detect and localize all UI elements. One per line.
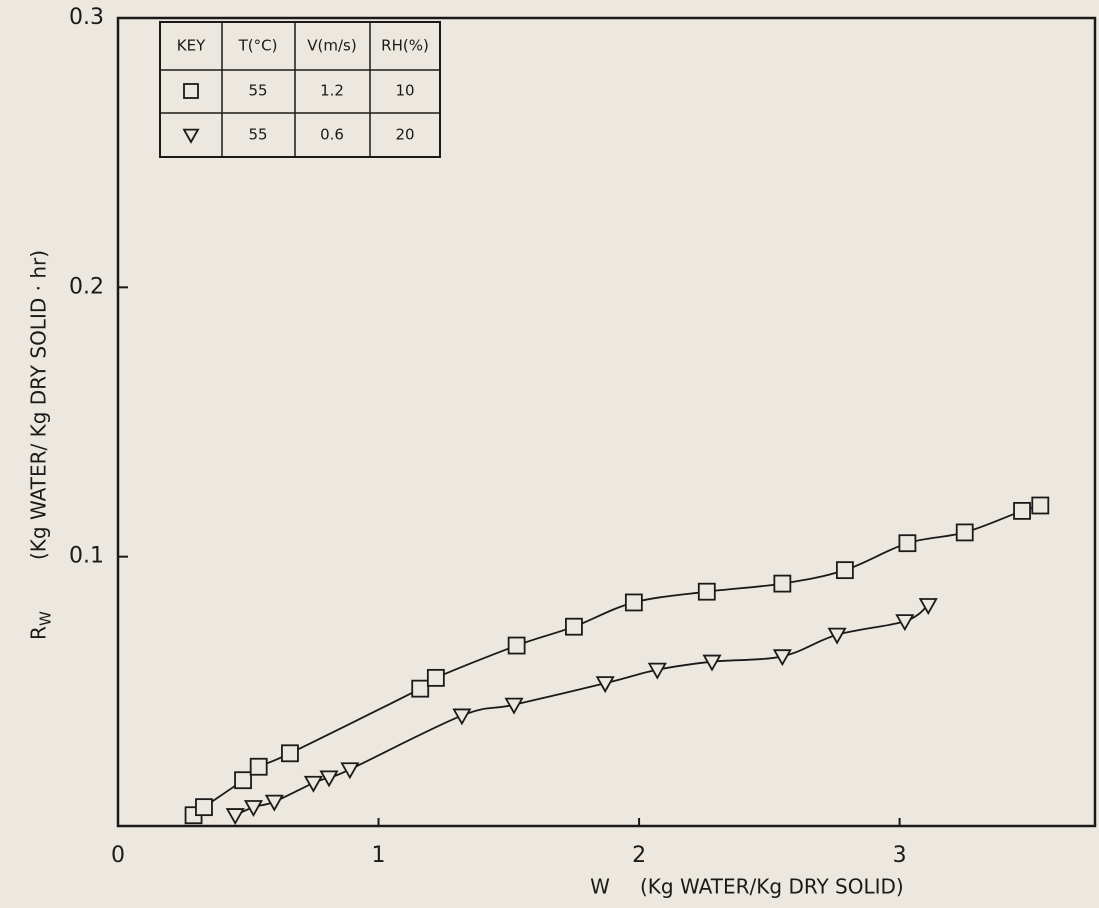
x-axis-label: (Kg WATER/Kg DRY SOLID) bbox=[640, 875, 904, 899]
x-axis-symbol: W bbox=[590, 875, 610, 899]
legend-cell: 55 bbox=[248, 82, 267, 100]
legend-header: RH(%) bbox=[381, 37, 429, 55]
legend-cell: 10 bbox=[395, 82, 414, 100]
y-axis-symbol: R bbox=[27, 626, 51, 640]
marker-square bbox=[282, 745, 298, 761]
legend-cell: 0.6 bbox=[320, 126, 344, 144]
y-tick-label: 0.3 bbox=[69, 5, 104, 30]
marker-square bbox=[428, 670, 444, 686]
marker-square bbox=[184, 84, 198, 98]
legend-cell: 20 bbox=[395, 126, 414, 144]
marker-square bbox=[957, 524, 973, 540]
marker-square bbox=[235, 772, 251, 788]
y-tick-label: 0.1 bbox=[69, 544, 104, 569]
marker-square bbox=[412, 681, 428, 697]
x-tick-label: 2 bbox=[632, 843, 646, 868]
y-axis-symbol-sub: W bbox=[37, 611, 55, 626]
legend-cell: 1.2 bbox=[320, 82, 344, 100]
legend-table: KEY T(°C) V(m/s) RH(%) 55 1.2 10 55 0.6 20 bbox=[160, 22, 440, 157]
x-tick-label: 1 bbox=[372, 843, 386, 868]
marker-square bbox=[509, 638, 525, 654]
marker-square bbox=[1032, 497, 1048, 513]
legend-header: V(m/s) bbox=[307, 37, 356, 55]
marker-square bbox=[774, 576, 790, 592]
marker-square bbox=[699, 584, 715, 600]
x-tick-label: 3 bbox=[893, 843, 907, 868]
marker-square bbox=[899, 535, 915, 551]
y-tick-label: 0.2 bbox=[69, 274, 104, 299]
marker-square bbox=[196, 799, 212, 815]
marker-square bbox=[837, 562, 853, 578]
legend-header: T(°C) bbox=[238, 37, 278, 55]
marker-square bbox=[251, 759, 267, 775]
marker-square bbox=[626, 594, 642, 610]
marker-square bbox=[566, 619, 582, 635]
legend-header: KEY bbox=[177, 37, 206, 55]
legend-cell: 55 bbox=[248, 126, 267, 144]
x-tick-label: 0 bbox=[111, 843, 125, 868]
chart: W (Kg WATER/Kg DRY SOLID) R W (Kg WATER/… bbox=[0, 0, 1099, 908]
y-axis-label: (Kg WATER/ Kg DRY SOLID · hr) bbox=[27, 250, 51, 560]
marker-square bbox=[1014, 503, 1030, 519]
